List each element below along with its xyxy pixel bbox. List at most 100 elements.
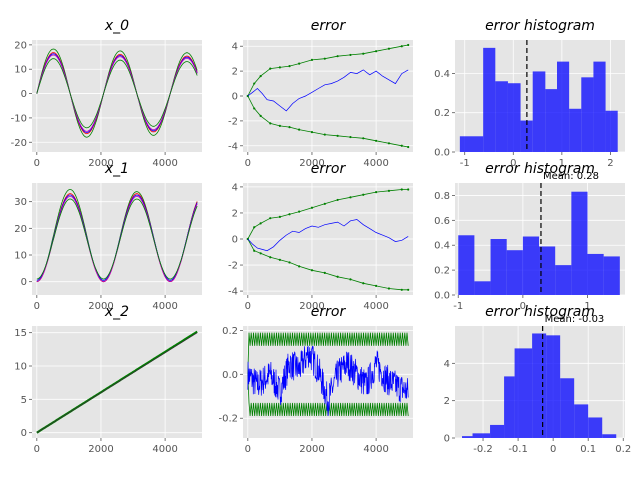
subplot-1: 0 2000 4000 -4 -2 0 2 4 error: [228, 18, 413, 169]
x-tick-label: 0: [510, 158, 516, 169]
mean-label: Mean: -0.03: [545, 314, 605, 325]
y-tick-label: 2: [232, 208, 238, 219]
plot-area: [246, 188, 410, 291]
histogram-bar: [571, 191, 588, 295]
axes-title: error histogram: [485, 18, 595, 34]
series-marker: [387, 189, 391, 192]
x-tick-label: 4000: [152, 301, 177, 312]
y-tick-label: 20: [14, 40, 27, 51]
y-tick-label: 0: [232, 92, 238, 103]
series-marker: [269, 67, 272, 70]
series-marker: [310, 130, 314, 134]
series-line-0: [247, 332, 409, 375]
subplot-6: 0 2000 4000 0 5 10 15 x_2: [14, 304, 202, 455]
series-marker: [278, 124, 281, 127]
x-tick-label: 4000: [363, 301, 388, 312]
series-marker: [259, 114, 262, 118]
histogram-bar: [603, 256, 620, 295]
series-marker: [407, 43, 410, 47]
series-marker: [349, 135, 352, 139]
series-marker: [336, 55, 339, 58]
y-tick-label: 5: [21, 395, 27, 406]
subplot-2: -1 0 1 2 0.0 0.2 0.4 error histogram: [434, 18, 625, 169]
y-tick-label: 2: [232, 67, 238, 78]
series-marker: [349, 278, 352, 281]
y-tick-label: 0.0: [434, 291, 450, 302]
x-tick-label: 4000: [152, 444, 177, 455]
y-tick-label: -0.2: [218, 414, 238, 425]
histogram-bar: [490, 424, 505, 438]
histogram-bar: [587, 253, 604, 295]
series-marker: [259, 252, 262, 255]
x-tick-label: 2000: [88, 444, 113, 455]
histogram-bar: [569, 108, 582, 152]
series-marker: [349, 196, 352, 199]
y-tick-label: 0: [21, 277, 27, 288]
x-tick-label: 0: [245, 444, 251, 455]
plot-area: [247, 332, 409, 417]
series-marker: [288, 261, 291, 264]
axes-title: error histogram: [485, 304, 595, 320]
series-marker: [387, 47, 391, 50]
x-tick-label: 0: [34, 158, 40, 169]
series-marker: [259, 74, 262, 78]
histogram-bar: [459, 136, 484, 152]
x-tick-label: 2000: [88, 301, 113, 312]
histogram-bar: [522, 236, 540, 295]
x-tick-label: 0.1: [580, 444, 596, 455]
series-line-1: [36, 332, 198, 434]
x-tick-label: 4000: [363, 158, 388, 169]
x-tick-label: 2000: [88, 158, 113, 169]
series-marker: [323, 202, 326, 205]
x-tick-label: 0.2: [615, 444, 631, 455]
series-marker: [288, 126, 291, 129]
histogram-bar: [472, 433, 491, 438]
series-marker: [269, 217, 272, 220]
histogram-bar: [602, 434, 617, 438]
x-tick-label: 0: [34, 444, 40, 455]
series-marker: [362, 193, 365, 196]
y-tick-label: 0: [21, 89, 27, 100]
series-marker: [310, 269, 314, 272]
series-marker: [253, 249, 256, 252]
y-tick-label: 20: [14, 224, 27, 235]
series-marker: [310, 206, 314, 209]
series-marker: [323, 57, 326, 60]
series-line-2: [247, 69, 409, 112]
subplot-0: 0 2000 4000 -20 -10 0 10 20 x_0: [11, 18, 202, 169]
y-tick-label: 0.4: [434, 241, 450, 252]
y-tick-label: 4: [232, 42, 238, 53]
series-marker: [362, 282, 365, 285]
histogram-bar: [504, 376, 515, 438]
histogram-bar: [506, 250, 523, 295]
histogram-bar: [605, 110, 618, 152]
axes-background: [32, 183, 202, 295]
x-tick-label: 2000: [299, 444, 324, 455]
series-marker: [323, 271, 326, 274]
x-tick-label: -0.2: [473, 444, 493, 455]
axes-title: error: [311, 161, 347, 177]
series-line-1: [247, 374, 409, 417]
histogram-bar: [474, 281, 491, 295]
series-marker: [298, 210, 301, 213]
gridlines: [32, 326, 202, 438]
y-tick-label: -4: [228, 287, 238, 298]
histogram-bar: [588, 417, 603, 438]
y-tick-label: 15: [14, 328, 27, 339]
series-marker: [269, 122, 272, 125]
series-marker: [375, 139, 378, 142]
histogram-bar: [574, 404, 589, 438]
y-tick-label: 10: [14, 251, 27, 262]
series-marker: [310, 58, 314, 62]
y-tick-label: 10: [14, 362, 27, 373]
y-tick-label: 0.0: [434, 148, 450, 159]
series-marker: [298, 265, 301, 268]
histogram-bar: [495, 81, 508, 152]
series-marker: [253, 82, 256, 85]
histogram-bar: [514, 348, 533, 438]
series-marker: [375, 284, 378, 287]
series-marker: [387, 287, 391, 290]
series-line-2: [247, 219, 409, 252]
